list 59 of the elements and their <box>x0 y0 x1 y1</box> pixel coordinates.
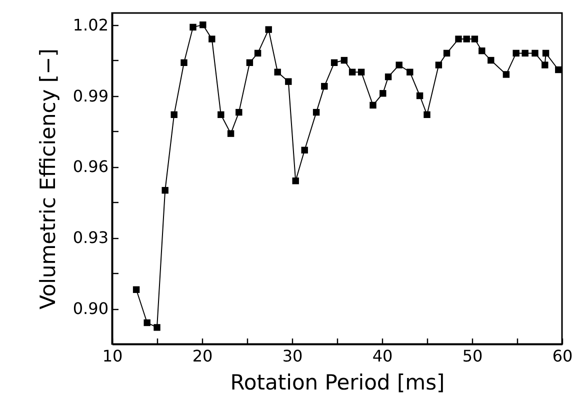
point <box>285 78 292 85</box>
y-tick-label: 0.90 <box>72 299 108 318</box>
point <box>443 50 450 57</box>
point <box>162 186 168 194</box>
point <box>488 56 494 64</box>
point <box>370 102 376 109</box>
x-tick-label: 50 <box>462 346 483 366</box>
x-tick-label: 40 <box>372 346 393 366</box>
point <box>254 50 262 57</box>
point <box>154 324 160 331</box>
x-axis-title: Rotation Period [ms] <box>230 370 445 394</box>
point <box>358 68 365 76</box>
point <box>542 50 550 57</box>
point <box>478 47 486 54</box>
point <box>330 59 338 66</box>
point <box>384 73 392 80</box>
point <box>512 50 520 57</box>
point <box>200 21 206 28</box>
x-tick-label: 60 <box>552 346 573 366</box>
point <box>348 68 356 76</box>
y-tick-label: 0.99 <box>72 86 108 106</box>
point <box>471 36 478 42</box>
y-tick-label: 0.96 <box>72 157 108 176</box>
point <box>236 108 242 116</box>
point <box>301 146 308 154</box>
point <box>502 71 510 78</box>
point <box>312 108 320 116</box>
point <box>416 92 424 100</box>
point <box>340 56 348 64</box>
point <box>555 66 562 74</box>
point <box>144 319 150 326</box>
point <box>455 36 462 42</box>
point <box>208 36 216 42</box>
point <box>180 59 188 66</box>
point <box>463 36 470 42</box>
point <box>435 62 442 68</box>
point <box>246 59 254 66</box>
point <box>542 62 548 68</box>
point <box>424 111 430 118</box>
point <box>265 26 272 33</box>
y-tick-label: 1.02 <box>72 15 108 34</box>
point <box>274 68 281 76</box>
y-axis-title: Volumetric Efficiency [−] <box>36 48 60 310</box>
point <box>522 50 528 57</box>
point <box>292 178 299 184</box>
point <box>170 111 178 118</box>
point <box>190 24 196 31</box>
point <box>132 286 140 293</box>
x-tick-label: 20 <box>192 346 213 366</box>
point <box>227 130 234 137</box>
point <box>396 62 402 68</box>
point <box>380 90 386 97</box>
point <box>532 50 538 57</box>
x-tick-label: 30 <box>282 346 303 366</box>
y-tick-label: 0.93 <box>72 228 108 248</box>
x-tick-label: 10 <box>102 346 123 366</box>
point <box>406 68 414 76</box>
point <box>321 82 328 90</box>
point <box>218 111 224 118</box>
